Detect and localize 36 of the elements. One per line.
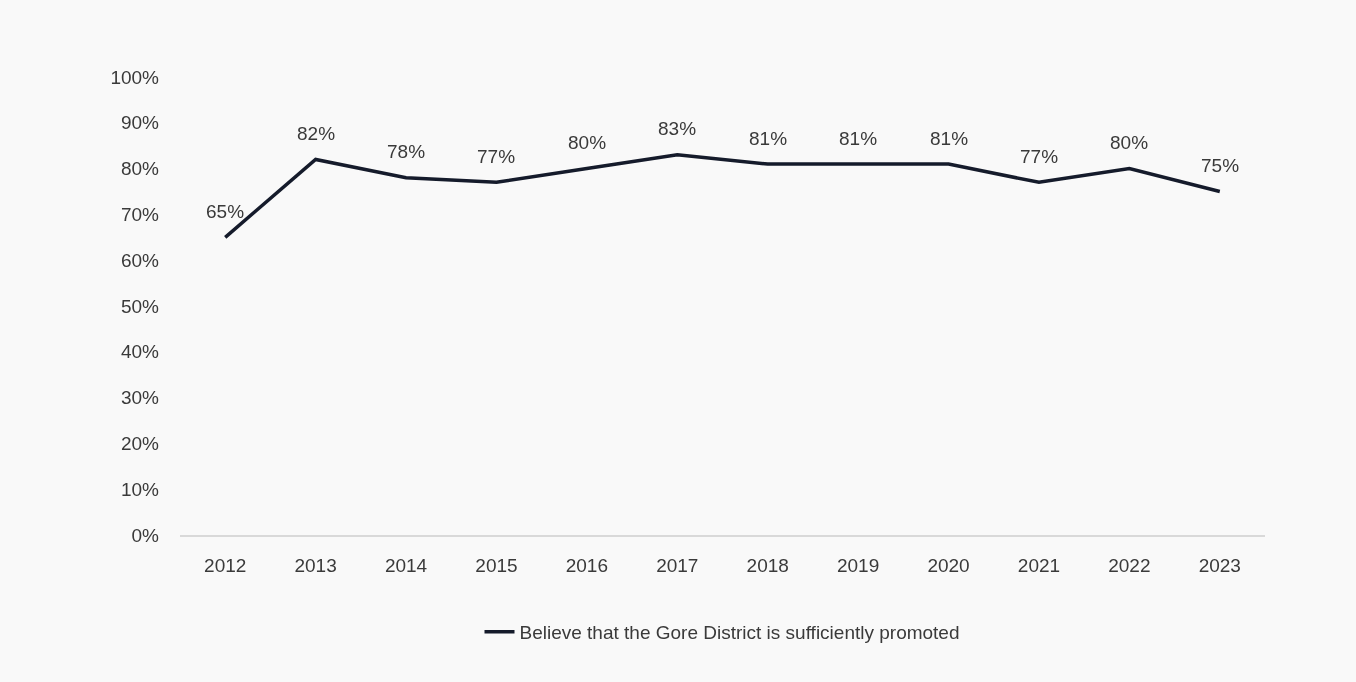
- x-tick-label: 2023: [1198, 554, 1241, 576]
- x-tick-label: 2021: [1017, 554, 1061, 576]
- x-tick-label: 2012: [204, 554, 247, 576]
- data-label: 83%: [658, 118, 697, 139]
- x-tick-label: 2018: [746, 554, 789, 576]
- x-tick-label: 2016: [565, 554, 609, 576]
- x-tick-label: 2015: [475, 554, 518, 576]
- data-label: 82%: [297, 123, 336, 144]
- data-label: 81%: [839, 128, 878, 149]
- y-tick-label: 0%: [131, 524, 160, 546]
- x-tick-label: 2013: [294, 554, 337, 576]
- data-label: 77%: [1020, 146, 1059, 167]
- y-tick-label: 40%: [120, 341, 160, 363]
- x-tick-label: 2022: [1108, 554, 1151, 576]
- data-label: 77%: [477, 146, 516, 167]
- data-label: 80%: [1110, 132, 1149, 153]
- data-label: 65%: [206, 201, 245, 222]
- data-label: 80%: [568, 132, 607, 153]
- y-tick-label: 100%: [110, 66, 160, 88]
- x-tick-label: 2014: [384, 554, 428, 576]
- y-tick-label: 30%: [120, 387, 160, 409]
- y-tick-label: 10%: [120, 478, 160, 500]
- x-tick-label: 2019: [836, 554, 880, 576]
- x-tick-label: 2020: [927, 554, 970, 576]
- y-tick-label: 80%: [120, 158, 160, 180]
- data-label: 78%: [387, 141, 426, 162]
- y-tick-label: 20%: [120, 433, 160, 455]
- data-label: 81%: [930, 128, 969, 149]
- data-label: 81%: [749, 128, 788, 149]
- x-tick-label: 2017: [656, 554, 699, 576]
- data-label: 75%: [1201, 155, 1240, 176]
- y-tick-label: 90%: [120, 112, 160, 134]
- y-tick-label: 50%: [120, 295, 160, 317]
- y-tick-label: 60%: [120, 249, 160, 271]
- y-tick-label: 70%: [120, 204, 160, 226]
- legend-label: Believe that the Gore District is sufficiently promoted: [519, 622, 960, 644]
